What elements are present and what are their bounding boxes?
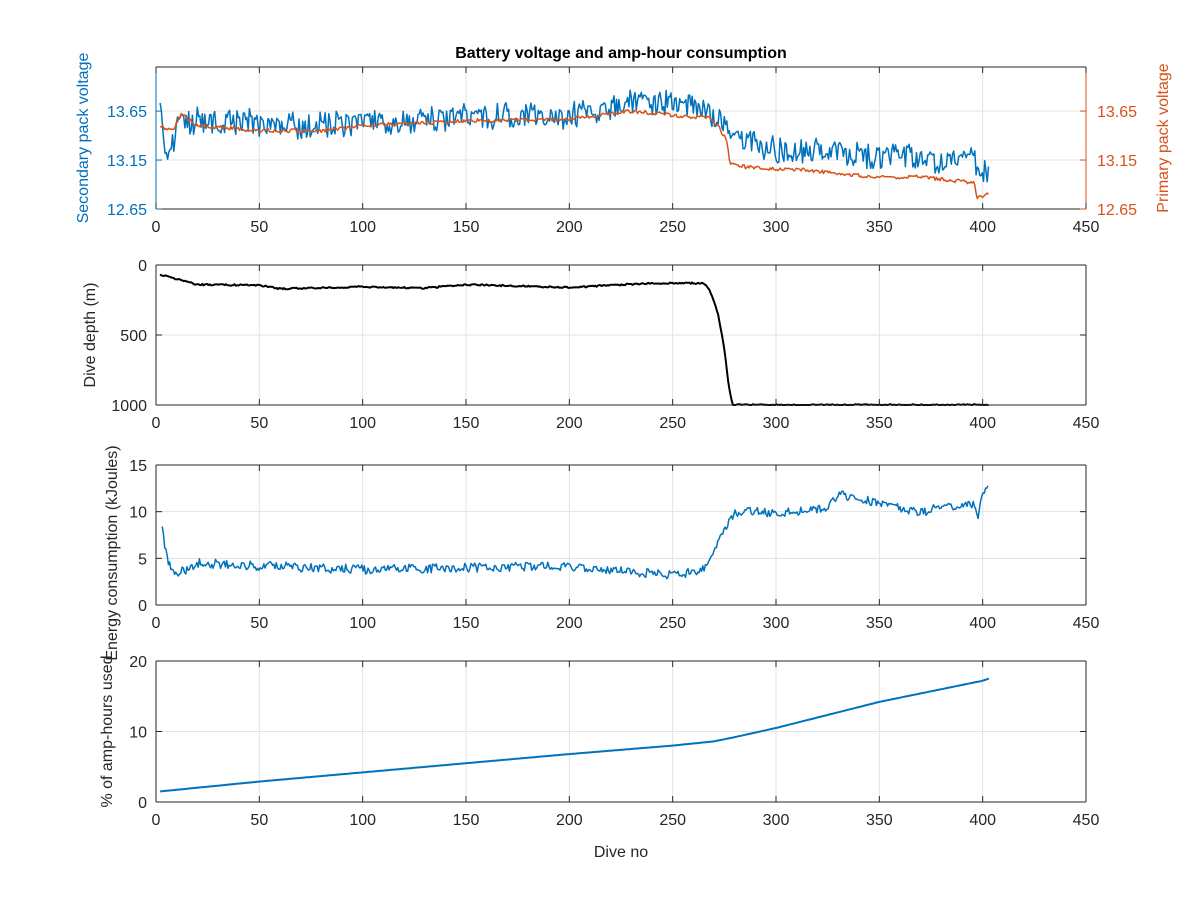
- x-tick-label: 50: [250, 415, 268, 432]
- y-axis-label: Secondary pack voltage: [75, 53, 92, 224]
- x-tick-label: 300: [763, 219, 790, 236]
- x-tick-label: 300: [763, 615, 790, 632]
- subplot-1: 0 50 100 150 200 250 300 350 400 45012.6513.1513.…: [75, 53, 1172, 236]
- x-tick-label: 400: [969, 615, 996, 632]
- y-tick-label: 10: [129, 725, 147, 742]
- x-tick-label: 50: [250, 615, 268, 632]
- x-tick-label: 150: [453, 812, 480, 829]
- x-tick-label: 450: [1073, 415, 1100, 432]
- x-tick-label: 350: [866, 615, 893, 632]
- y-right-tick-label: 13.65: [1097, 104, 1137, 121]
- subplot-panels: 0 50 100 150 200 250 300 350 400 45012.6513.1513.…: [75, 53, 1172, 861]
- y-tick-label: 13.15: [107, 153, 147, 170]
- x-tick-label: 0: [152, 219, 161, 236]
- x-tick-label: 400: [969, 415, 996, 432]
- y-axis-label: Dive depth (m): [82, 283, 99, 388]
- y-tick-label: 13.65: [107, 104, 147, 121]
- x-tick-label: 250: [659, 812, 686, 829]
- y-right-tick-label: 12.65: [1097, 202, 1137, 219]
- figure-title: Battery voltage and amp-hour consumption: [455, 45, 787, 62]
- x-tick-label: 200: [556, 615, 583, 632]
- x-tick-label: 50: [250, 812, 268, 829]
- series-line-primary-pack-voltage: [159, 108, 989, 200]
- x-tick-label: 350: [866, 415, 893, 432]
- series-line-1: [161, 485, 989, 580]
- subplot-2: 0 50 100 150 200 250 300 350 400 450 0 500 1000 Dive …: [82, 258, 1099, 432]
- x-tick-label: 100: [349, 219, 376, 236]
- x-tick-label: 100: [349, 615, 376, 632]
- x-tick-label: 0: [152, 615, 161, 632]
- x-tick-label: 50: [250, 219, 268, 236]
- y-axis-label: Energy consumption (kJoules): [104, 445, 121, 660]
- y-tick-label: 12.65: [107, 202, 147, 219]
- x-tick-label: 150: [453, 219, 480, 236]
- x-tick-label: 400: [969, 219, 996, 236]
- x-tick-label: 400: [969, 812, 996, 829]
- y-axis-label-right: Primary pack voltage: [1155, 63, 1172, 212]
- x-tick-label: 450: [1073, 812, 1100, 829]
- y-tick-label: 15: [129, 458, 147, 475]
- x-tick-label: 450: [1073, 615, 1100, 632]
- y-tick-label: 0: [138, 258, 147, 275]
- x-tick-label: 100: [349, 812, 376, 829]
- y-right-tick-label: 13.15: [1097, 153, 1137, 170]
- series-line-1: [160, 677, 990, 793]
- x-tick-label: 200: [556, 812, 583, 829]
- x-tick-label: 350: [866, 812, 893, 829]
- x-axis-label: Dive no: [594, 844, 648, 861]
- x-tick-label: 100: [349, 415, 376, 432]
- subplot-4: 0 50 100 150 200 250 300 350 400 450 0 10 20 % of amp…: [99, 654, 1099, 861]
- y-tick-label: 10: [129, 505, 147, 522]
- x-tick-label: 200: [556, 415, 583, 432]
- x-tick-label: 350: [866, 219, 893, 236]
- y-tick-label: 0: [138, 598, 147, 615]
- x-tick-label: 250: [659, 415, 686, 432]
- y-axis-label: % of amp-hours used: [99, 655, 116, 807]
- y-tick-label: 500: [120, 328, 147, 345]
- x-tick-label: 150: [453, 615, 480, 632]
- y-tick-label: 0: [138, 795, 147, 812]
- x-tick-label: 300: [763, 415, 790, 432]
- x-tick-label: 150: [453, 415, 480, 432]
- x-tick-label: 0: [152, 415, 161, 432]
- y-tick-label: 5: [138, 551, 147, 568]
- x-tick-label: 250: [659, 219, 686, 236]
- y-tick-label: 20: [129, 654, 147, 671]
- x-tick-label: 300: [763, 812, 790, 829]
- subplot-3: 0 50 100 150 200 250 300 350 400 450 0 5 10 15 Energy …: [104, 445, 1099, 660]
- x-tick-label: 450: [1073, 219, 1100, 236]
- y-tick-label: 1000: [111, 398, 147, 415]
- x-tick-label: 200: [556, 219, 583, 236]
- x-tick-label: 250: [659, 615, 686, 632]
- x-tick-label: 0: [152, 812, 161, 829]
